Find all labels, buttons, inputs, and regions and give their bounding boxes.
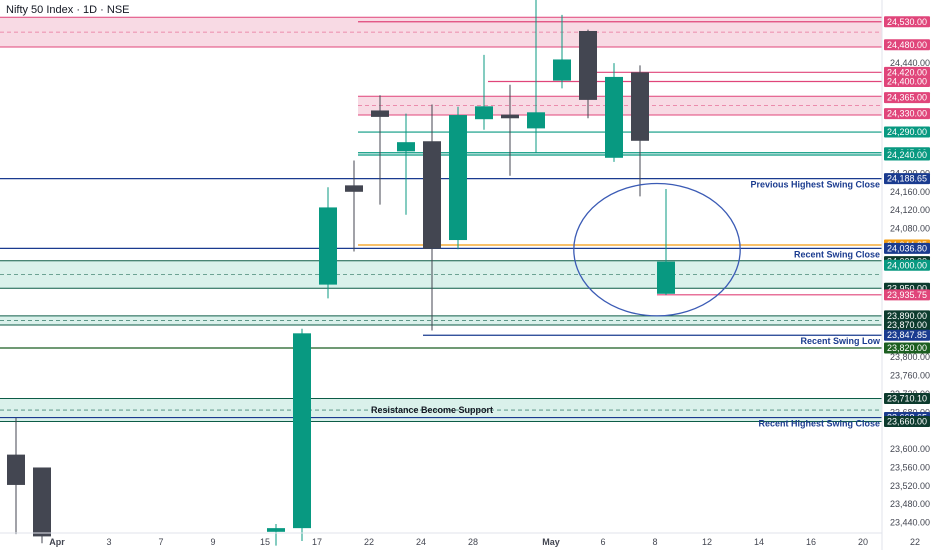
candle-body-down [631, 72, 649, 141]
price-tick: 23,800.00 [890, 352, 930, 362]
candle-body-down [345, 185, 363, 192]
time-tick: 22 [910, 537, 920, 547]
price-tag [884, 92, 930, 104]
highlight-layer [573, 182, 741, 317]
price-tag [884, 393, 930, 405]
price-tag-label: 23,660.00 [887, 417, 927, 427]
time-tick: 6 [600, 537, 605, 547]
time-tick: Apr [49, 537, 65, 547]
candle-body-up [293, 333, 311, 529]
price-tag [884, 149, 930, 161]
level-label: Previous Highest Swing Close [750, 180, 880, 190]
price-tick: 23,520.00 [890, 481, 930, 491]
price-tag-label: 24,188.65 [887, 174, 927, 184]
candle-body-up [605, 76, 623, 158]
price-tag-label: 24,330.00 [887, 109, 927, 119]
candle-body-up [319, 207, 337, 285]
level-label: Recent Swing Low [800, 336, 881, 346]
candle-body-up [527, 112, 545, 129]
price-tick: 24,440.00 [890, 58, 930, 68]
time-tick: 28 [468, 537, 478, 547]
time-tick: 14 [754, 537, 764, 547]
price-tag-label: 24,530.00 [887, 17, 927, 27]
price-tag-label: 23,820.00 [887, 343, 927, 353]
price-tag [884, 259, 930, 271]
candle-body-down [423, 141, 441, 249]
price-tag [884, 108, 930, 120]
level-label: Recent Swing Close [794, 249, 880, 259]
highlight-circle [573, 182, 741, 317]
candle-body-up [397, 142, 415, 152]
time-tick: 9 [210, 537, 215, 547]
price-tag [884, 289, 930, 301]
price-tag [884, 242, 930, 254]
price-tick: 23,600.00 [890, 444, 930, 454]
candles-layer [7, 0, 675, 546]
price-tag-label: 24,400.00 [887, 77, 927, 87]
price-tag-label: 23,935.75 [887, 290, 927, 300]
price-tag [884, 310, 930, 322]
price-axis[interactable]: 24,440.0024,200.0024,160.0024,120.0024,0… [884, 16, 930, 528]
candle-body-up [475, 106, 493, 120]
chart-title: Nifty 50 Index · 1D · NSE [6, 4, 130, 16]
price-tick: 24,160.00 [890, 187, 930, 197]
price-tag-label: 24,000.00 [887, 260, 927, 270]
price-tick: 23,480.00 [890, 499, 930, 509]
candle-body-down [371, 110, 389, 117]
time-tick: 24 [416, 537, 426, 547]
price-tag-label: 24,036.80 [887, 243, 927, 253]
price-tag-label: 23,710.10 [887, 394, 927, 404]
time-tick: 22 [364, 537, 374, 547]
time-tick: 20 [858, 537, 868, 547]
price-tag-label: 24,240.00 [887, 150, 927, 160]
time-tick: 16 [806, 537, 816, 547]
time-tick: 7 [158, 537, 163, 547]
candle-body-down [33, 467, 51, 537]
price-tag [884, 416, 930, 428]
price-tag [884, 126, 930, 138]
annotations-layer: Previous Highest Swing Close Recent Swing… [371, 180, 881, 429]
price-tick: 23,760.00 [890, 371, 930, 381]
price-tick: 24,080.00 [890, 224, 930, 234]
zone-label: Resistance Become Support [371, 405, 493, 415]
time-tick: 8 [652, 537, 657, 547]
time-tick: 15 [260, 537, 270, 547]
price-tag-label: 23,950.00 [887, 283, 927, 293]
candle-body-up [267, 528, 285, 532]
price-tag [884, 16, 930, 28]
candle-body-down [579, 30, 597, 100]
candle-body-down [501, 114, 519, 119]
price-tag [884, 342, 930, 354]
time-axis[interactable]: Apr 3 7 9 15 17 22 24 28 May 6 8 12 14 16 20 22 [49, 0, 920, 547]
price-tag [884, 173, 930, 185]
price-tag-label: 24,480.00 [887, 40, 927, 50]
price-tick: 23,440.00 [890, 518, 930, 528]
price-tick: 24,120.00 [890, 205, 930, 215]
time-tick: 3 [106, 537, 111, 547]
price-tag-label: 24,420.00 [887, 67, 927, 77]
price-tag [884, 39, 930, 51]
price-tag [884, 66, 930, 78]
price-tag-label: 24,365.00 [887, 93, 927, 103]
time-tick: May [542, 537, 560, 547]
price-tag-label: 23,890.00 [887, 311, 927, 321]
price-tag [884, 319, 930, 331]
level-label: Recent Highest Swing Close [758, 419, 880, 429]
price-tag-label: 23,870.00 [887, 320, 927, 330]
price-tag-label: 23,847.85 [887, 330, 927, 340]
time-tick: 12 [702, 537, 712, 547]
price-tick: 23,560.00 [890, 462, 930, 472]
price-tag [884, 329, 930, 341]
candle-body-up [657, 261, 675, 294]
price-tag-label: 24,290.00 [887, 127, 927, 137]
zones-layer [0, 16, 882, 423]
candle-body-up [449, 115, 467, 241]
candle-body-up [553, 59, 571, 81]
time-tick: 17 [312, 537, 322, 547]
price-tag [884, 76, 930, 88]
candle-body-down [7, 454, 25, 485]
